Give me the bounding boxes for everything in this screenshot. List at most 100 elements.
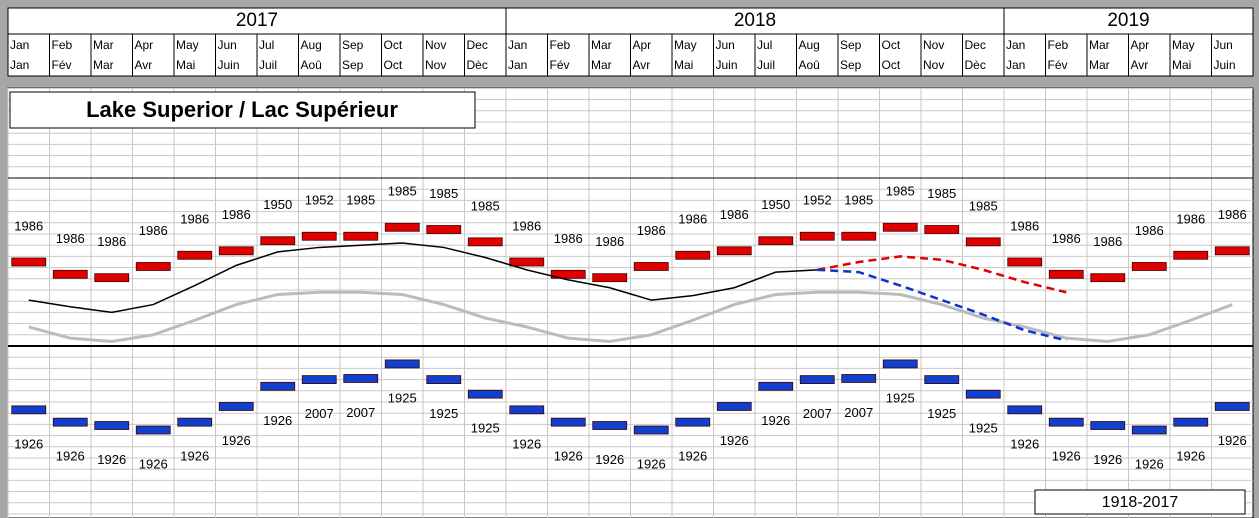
record-year-label: 1926	[139, 456, 168, 471]
record-year-label: 2007	[844, 405, 873, 420]
record-year-label: 1926	[637, 456, 666, 471]
record-year-label: 1925	[388, 390, 417, 405]
month-label: Mar	[1089, 38, 1110, 52]
month-label-fr: Mai	[674, 58, 693, 72]
record-year-label: 1986	[222, 207, 251, 222]
record-marker	[1173, 250, 1209, 260]
record-year-label: 1985	[969, 198, 998, 213]
record-year-label: 1985	[886, 184, 915, 199]
record-year-label: 1926	[554, 449, 583, 464]
record-year-label: 1985	[388, 184, 417, 199]
level-line	[28, 290, 1233, 344]
record-year-label: 1986	[595, 234, 624, 249]
month-label-fr: Mar	[93, 58, 114, 72]
record-year-label: 1925	[969, 421, 998, 436]
record-marker	[550, 269, 586, 279]
record-year-label: 1986	[637, 223, 666, 238]
record-marker	[426, 375, 462, 385]
month-label: Oct	[384, 38, 403, 52]
month-label-fr: Aoû	[799, 58, 820, 72]
month-label-fr: Mar	[1089, 58, 1110, 72]
record-marker	[301, 231, 337, 241]
month-label: Sep	[840, 38, 862, 52]
record-year-label: 1985	[429, 186, 458, 201]
month-label: Aug	[799, 38, 820, 52]
record-year-label: 1926	[678, 449, 707, 464]
record-marker	[1007, 257, 1043, 267]
record-year-label: 1985	[471, 198, 500, 213]
record-marker	[882, 222, 918, 232]
record-year-label: 2007	[346, 405, 375, 420]
chart-title: Lake Superior / Lac Supérieur	[86, 97, 398, 122]
month-label-fr: Juin	[716, 58, 738, 72]
forecast-line	[817, 255, 1067, 294]
record-year-label: 1986	[1176, 212, 1205, 227]
record-marker	[1090, 421, 1126, 430]
month-label-fr: Juin	[218, 58, 240, 72]
period-label: 1918-2017	[1102, 494, 1179, 511]
record-marker	[94, 421, 130, 430]
record-year-label: 1950	[263, 197, 292, 212]
record-year-label: 1985	[844, 193, 873, 208]
record-year-label: 1986	[720, 207, 749, 222]
month-label: Feb	[52, 38, 73, 52]
month-label-fr: Mar	[591, 58, 612, 72]
month-label-fr: Jan	[10, 58, 29, 72]
record-year-label: 1952	[803, 193, 832, 208]
record-year-label: 1986	[1052, 231, 1081, 246]
record-marker	[467, 389, 503, 399]
record-marker	[633, 262, 669, 271]
record-marker	[301, 375, 337, 385]
record-marker	[218, 246, 254, 256]
record-year-label: 1926	[56, 449, 85, 464]
title-box	[9, 91, 476, 129]
record-year-label: 1986	[14, 218, 43, 233]
record-year-label: 1926	[720, 433, 749, 448]
month-label-fr: Jan	[1006, 58, 1025, 72]
record-year-label: 1926	[263, 413, 292, 428]
record-year-label: 1926	[1218, 433, 1247, 448]
month-label: Feb	[1048, 38, 1069, 52]
month-label-fr: Dèc	[467, 58, 488, 72]
record-marker	[52, 417, 88, 427]
record-year-label: 1986	[554, 231, 583, 246]
record-marker	[1048, 269, 1084, 279]
record-marker	[841, 231, 877, 241]
record-marker	[716, 402, 752, 411]
month-label-fr: Jan	[508, 58, 527, 72]
month-label: Mar	[591, 38, 612, 52]
record-year-label: 1950	[761, 197, 790, 212]
record-year-label: 1986	[56, 231, 85, 246]
month-label-fr: Sep	[342, 58, 364, 72]
forecast-line	[817, 268, 1067, 342]
record-year-label: 1925	[471, 421, 500, 436]
record-year-label: 1926	[595, 452, 624, 467]
year-label: 2019	[1107, 10, 1149, 31]
year-label: 2018	[734, 10, 776, 31]
month-label: Aug	[301, 38, 322, 52]
record-year-label: 1985	[927, 186, 956, 201]
record-marker	[177, 417, 213, 427]
record-marker	[965, 389, 1001, 399]
record-marker	[1090, 273, 1126, 283]
record-year-label: 1926	[1052, 449, 1081, 464]
record-marker	[592, 273, 628, 283]
record-year-label: 1925	[927, 406, 956, 421]
record-marker	[343, 231, 379, 241]
month-label: May	[674, 38, 697, 52]
record-marker	[343, 374, 379, 383]
month-label-fr: Avr	[135, 58, 153, 72]
record-marker	[675, 417, 711, 427]
record-year-label: 1926	[1093, 452, 1122, 467]
record-year-label: 1926	[1176, 449, 1205, 464]
record-marker	[509, 257, 545, 267]
month-label: Sep	[342, 38, 364, 52]
record-marker	[716, 246, 752, 256]
record-marker	[1173, 417, 1209, 427]
month-label: Oct	[882, 38, 901, 52]
record-marker	[426, 225, 462, 234]
month-label: Jun	[218, 38, 237, 52]
month-label: Apr	[1131, 38, 1150, 52]
